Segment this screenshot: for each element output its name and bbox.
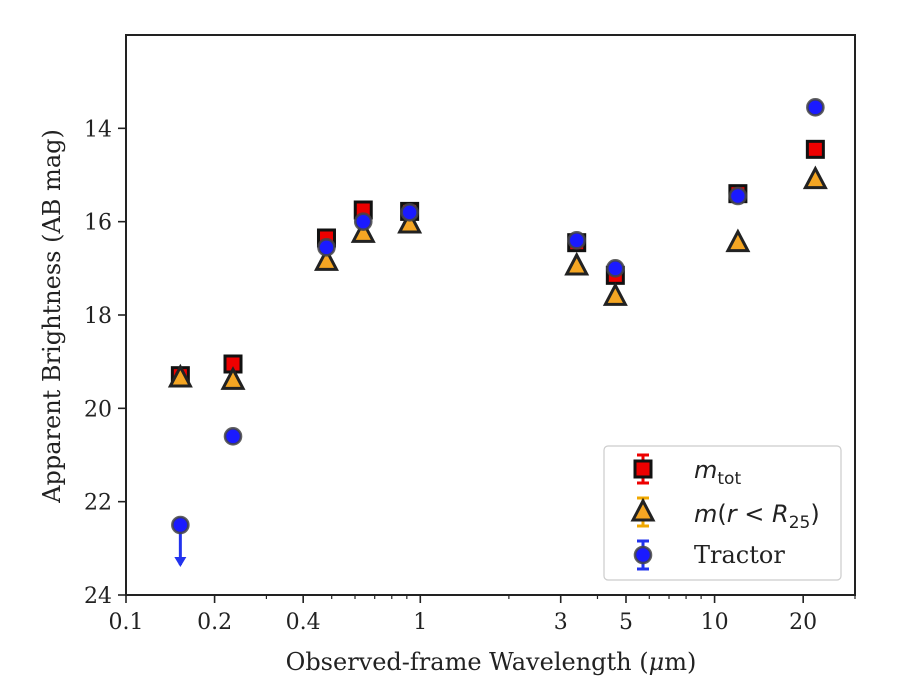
plot-frame [125,34,856,596]
y-tick-label: 18 [84,304,112,329]
x-tick-label: 0.2 [197,610,232,635]
x-tick-label: 1 [413,610,427,635]
x-tick-label: 10 [701,610,729,635]
data-point-triangle [350,219,376,243]
y-tick-label: 16 [84,211,112,236]
series-circle [171,98,825,567]
legend-frame [603,445,842,581]
data-point-circle [223,427,243,446]
legend-marker-triangle [630,497,656,522]
data-point-circle [171,515,190,535]
y-axis-label: Apparent Brightness (AB mag) [38,129,66,504]
legend-label-mtot: mtot [694,456,741,489]
x-tick-label: 0.1 [109,610,144,635]
legend-label-mr25: m(r < R25) [694,500,820,533]
upper-limit-arrow-head [174,557,187,567]
legend-marker-square [633,459,653,479]
legend-entries [630,453,656,571]
legend-label-tractor: Tractor [694,541,785,569]
data-point-triangle [564,251,590,276]
series-layer [167,98,828,567]
data-point-triangle [602,282,628,306]
x-tick-label: 3 [554,610,568,635]
data-point-circle [317,238,336,257]
data-point-circle [806,98,825,117]
data-point-triangle [314,247,339,271]
y-tick-label: 22 [84,491,112,516]
y-axis: 14 16 18 20 22 24 [84,117,126,609]
x-axis: 0.1 0.2 0.4 1 3 5 10 20 [109,595,856,635]
y-tick-label: 14 [84,117,112,142]
data-point-circle [400,203,419,222]
x-tick-label: 20 [789,610,817,635]
x-tick-label: 0.4 [286,610,321,635]
x-tick-label: 5 [619,610,633,635]
data-point-circle [606,259,625,278]
data-point-triangle [802,165,828,190]
series-square [170,139,825,386]
data-point-square [805,139,825,159]
data-point-circle [728,186,748,206]
data-point-triangle [725,228,751,253]
data-point-circle [567,231,587,250]
y-tick-label: 24 [84,584,112,609]
data-point-circle [353,212,373,231]
data-point-triangle [397,209,423,234]
legend-marker-circle [633,545,653,565]
data-point-triangle [220,366,246,390]
series-triangle [167,165,828,390]
data-point-triangle [167,363,193,388]
y-tick-label: 20 [84,397,112,422]
x-axis-label: Observed-frame Wavelength (μm) [286,648,697,676]
legend: mtot m(r < R25) Tractor [603,445,842,581]
